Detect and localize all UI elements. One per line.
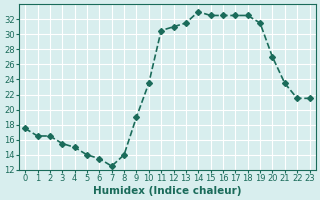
X-axis label: Humidex (Indice chaleur): Humidex (Indice chaleur): [93, 186, 242, 196]
